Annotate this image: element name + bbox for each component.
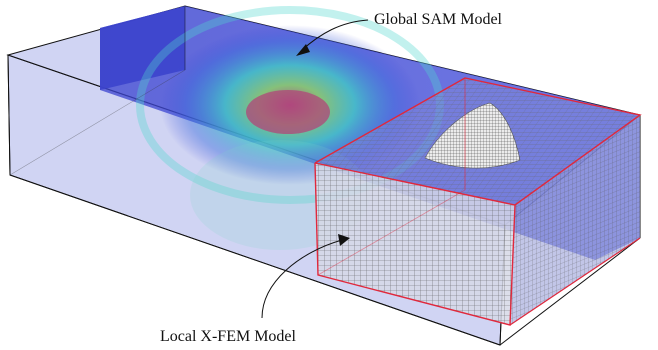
local-block-outline	[314, 77, 642, 206]
global-annotation-arrow	[301, 19, 369, 51]
global-block-back-wall-left	[100, 6, 185, 90]
local-block-outline-back-bottom	[317, 189, 466, 276]
local-block-outline-front	[314, 162, 516, 326]
local-xfem-block	[314, 77, 642, 326]
arrowhead-icon	[338, 234, 350, 246]
local-annotation: Local X-FEM Model	[160, 234, 350, 345]
local-block-side-face-mesh	[510, 115, 640, 325]
stress-field-hotspot	[246, 90, 330, 134]
local-block-front-face-mesh	[315, 163, 515, 325]
global-edge	[499, 237, 641, 346]
global-block-front-edge	[7, 54, 501, 346]
global-sam-label: Global SAM Model	[374, 11, 503, 28]
local-block-outline-side	[509, 237, 641, 326]
arrowhead-icon	[296, 44, 310, 56]
global-annotation: Global SAM Model	[296, 11, 503, 56]
local-xfem-label: Local X-FEM Model	[160, 328, 297, 345]
local-annotation-arrow	[261, 239, 343, 319]
crack-surface-mesh	[425, 103, 520, 169]
global-edge	[9, 69, 186, 176]
